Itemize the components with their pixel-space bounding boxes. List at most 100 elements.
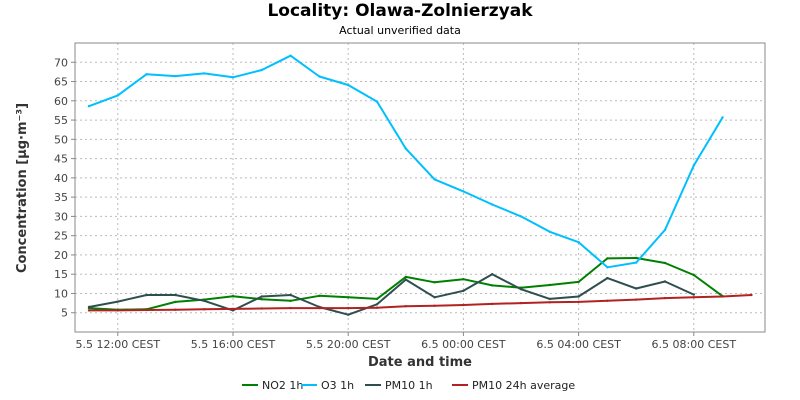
data-point bbox=[606, 266, 609, 269]
y-tick-label: 30 bbox=[54, 210, 68, 223]
legend-item: NO2 1h bbox=[242, 379, 303, 392]
data-point bbox=[174, 74, 177, 78]
data-point bbox=[577, 295, 580, 298]
y-tick-label: 10 bbox=[54, 287, 68, 300]
legend-label: PM10 1h bbox=[385, 379, 433, 392]
x-tick-label: 6.5 00:00 CEST bbox=[421, 338, 506, 351]
series-line bbox=[88, 273, 695, 316]
series-2 bbox=[87, 54, 724, 269]
x-tick-label: 5.5 20:00 CEST bbox=[306, 338, 391, 351]
chart-subtitle: Actual unverified data bbox=[339, 24, 461, 37]
data-point bbox=[635, 298, 638, 301]
data-point bbox=[519, 288, 523, 291]
data-point bbox=[577, 280, 580, 284]
data-point bbox=[231, 307, 235, 311]
data-point bbox=[260, 298, 263, 301]
x-tick-label: 6.5 04:00 CEST bbox=[536, 338, 621, 351]
data-point bbox=[606, 299, 609, 302]
data-point bbox=[289, 54, 292, 57]
data-point bbox=[404, 275, 407, 279]
data-point bbox=[462, 278, 465, 281]
y-tick-label: 60 bbox=[54, 95, 68, 108]
data-point bbox=[375, 306, 379, 309]
y-tick-label: 5 bbox=[61, 307, 68, 320]
series-lines bbox=[87, 54, 753, 316]
x-tick-label: 6.5 08:00 CEST bbox=[652, 338, 737, 351]
data-point bbox=[548, 301, 551, 304]
series-1 bbox=[87, 256, 724, 311]
data-point bbox=[375, 297, 379, 301]
y-tick-label: 35 bbox=[54, 191, 68, 204]
y-axis-title: Concentration [µg·m⁻³] bbox=[15, 103, 30, 273]
data-point bbox=[289, 293, 292, 297]
data-point bbox=[635, 287, 638, 290]
data-point bbox=[692, 296, 695, 299]
data-point bbox=[750, 293, 753, 297]
data-point bbox=[721, 295, 724, 298]
data-point bbox=[635, 261, 638, 264]
data-point bbox=[87, 105, 91, 108]
legend-item: PM10 24h average bbox=[452, 379, 575, 392]
data-point bbox=[289, 306, 292, 310]
data-point bbox=[260, 295, 263, 298]
data-point bbox=[519, 301, 523, 305]
data-point bbox=[491, 273, 494, 276]
series-3 bbox=[87, 273, 695, 316]
data-point bbox=[491, 203, 494, 206]
data-point bbox=[203, 72, 206, 75]
x-axis-title: Date and time bbox=[368, 355, 472, 370]
data-point bbox=[347, 313, 350, 316]
data-point bbox=[491, 284, 494, 287]
data-point bbox=[404, 278, 407, 281]
data-point bbox=[606, 257, 609, 260]
data-point bbox=[87, 309, 91, 312]
data-point bbox=[548, 230, 551, 233]
data-point bbox=[375, 303, 379, 306]
series-4 bbox=[87, 293, 753, 312]
data-point bbox=[577, 241, 580, 244]
data-point bbox=[404, 147, 407, 150]
data-point bbox=[145, 73, 148, 76]
y-tick-label: 20 bbox=[54, 249, 68, 262]
y-tick-label: 55 bbox=[54, 114, 68, 127]
data-point bbox=[433, 296, 436, 299]
data-point bbox=[433, 281, 436, 284]
legend-label: NO2 1h bbox=[262, 379, 303, 392]
y-tick-label: 45 bbox=[54, 153, 68, 166]
data-point bbox=[318, 294, 321, 297]
data-point bbox=[692, 273, 695, 277]
y-tick-label: 15 bbox=[54, 268, 68, 281]
data-point bbox=[433, 304, 436, 307]
data-point bbox=[519, 215, 523, 218]
data-point bbox=[87, 305, 91, 309]
data-point bbox=[174, 300, 177, 304]
data-point bbox=[462, 289, 465, 292]
data-point bbox=[692, 164, 695, 167]
x-tick-label: 5.5 16:00 CEST bbox=[191, 338, 276, 351]
data-point bbox=[375, 100, 379, 103]
data-point bbox=[231, 295, 235, 298]
data-point bbox=[491, 302, 494, 306]
data-point bbox=[116, 309, 120, 312]
y-tick-label: 70 bbox=[54, 56, 68, 69]
y-axis-ticks: 5 10 15 20 25 30 35 40 45 50 55 60 65 70 bbox=[54, 56, 75, 320]
y-tick-label: 25 bbox=[54, 230, 68, 243]
legend-label: PM10 24h average bbox=[472, 379, 575, 392]
data-point bbox=[116, 94, 120, 97]
legend-item: PM10 1h bbox=[365, 379, 433, 392]
data-point bbox=[260, 68, 263, 72]
data-point bbox=[577, 300, 580, 304]
series-line bbox=[89, 294, 752, 312]
x-tick-label: 5.5 12:00 CEST bbox=[76, 338, 161, 351]
data-point bbox=[663, 228, 667, 232]
data-point bbox=[663, 280, 667, 283]
series-line bbox=[88, 257, 724, 311]
legend-label: O3 1h bbox=[321, 379, 354, 392]
legend: NO2 1h O3 1h PM10 1h PM10 24h average bbox=[242, 379, 575, 392]
data-point bbox=[692, 293, 695, 296]
y-tick-label: 40 bbox=[54, 172, 68, 185]
data-point bbox=[548, 297, 551, 301]
data-point bbox=[289, 299, 292, 302]
data-point bbox=[721, 116, 724, 119]
